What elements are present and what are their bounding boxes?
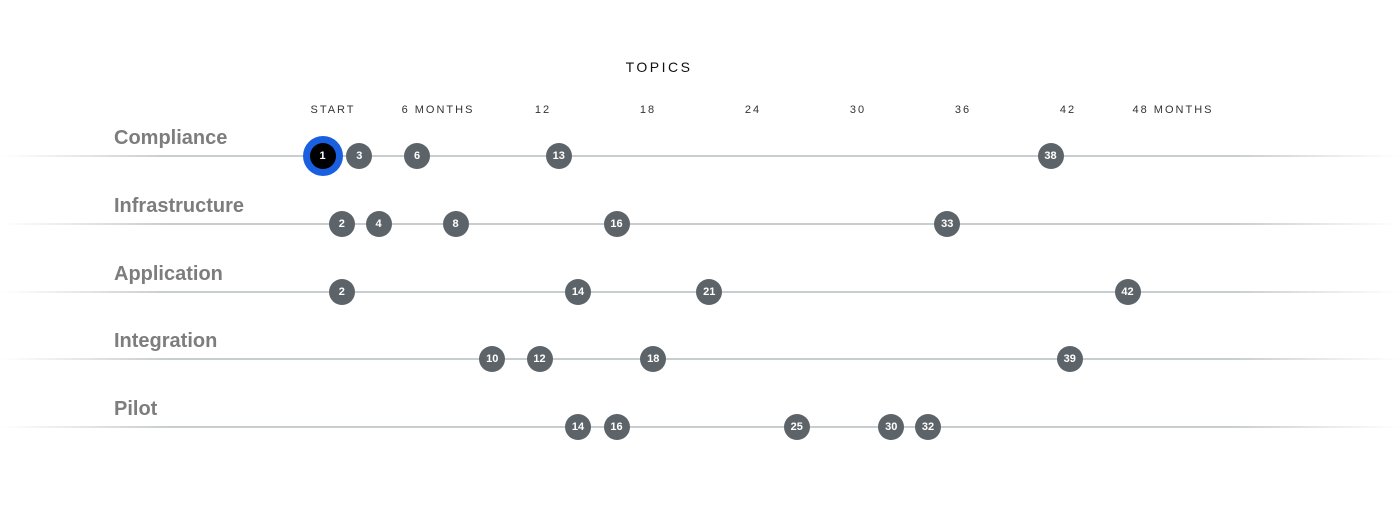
topic-marker[interactable]: 32 <box>915 414 941 441</box>
row-label: Infrastructure <box>114 194 245 217</box>
topic-marker[interactable]: 3 <box>346 143 373 169</box>
topic-marker[interactable]: 42 <box>1114 278 1141 305</box>
x-tick-label: 18 <box>639 104 657 116</box>
x-tick-label: 12 <box>534 104 552 116</box>
topic-marker[interactable]: 16 <box>603 414 630 441</box>
x-tick-label: START <box>310 104 356 116</box>
topic-marker[interactable]: 16 <box>603 210 630 237</box>
topic-marker[interactable]: 6 <box>404 143 430 169</box>
row-track-line <box>0 155 1400 157</box>
x-tick-label: 24 <box>744 104 762 116</box>
chart-title: TOPICS <box>625 59 693 75</box>
topic-marker[interactable]: 18 <box>640 346 667 373</box>
topic-marker-selected[interactable]: 1 <box>309 143 336 169</box>
row-label: Pilot <box>114 398 158 421</box>
topic-marker[interactable]: 14 <box>565 278 591 305</box>
topic-marker[interactable]: 4 <box>365 210 392 237</box>
x-tick-label: 48 MONTHS <box>1132 104 1214 116</box>
row-label: Compliance <box>114 127 228 149</box>
x-tick-label: 42 <box>1059 104 1077 116</box>
row-label: Application <box>114 262 223 285</box>
topic-marker[interactable]: 2 <box>328 278 355 305</box>
topic-marker[interactable]: 10 <box>479 346 506 373</box>
row-track-line <box>0 358 1400 361</box>
topic-marker[interactable]: 21 <box>696 278 723 305</box>
topic-marker[interactable]: 38 <box>1037 143 1064 169</box>
row-label: Integration <box>114 330 218 353</box>
topic-marker[interactable]: 14 <box>565 414 591 441</box>
x-tick-label: 30 <box>849 104 867 116</box>
topic-marker[interactable]: 33 <box>934 210 961 237</box>
topic-marker[interactable]: 39 <box>1056 346 1083 373</box>
topic-marker[interactable]: 8 <box>442 210 469 237</box>
topic-marker[interactable]: 12 <box>526 346 553 373</box>
topic-marker[interactable]: 13 <box>545 143 572 169</box>
row-track-line <box>0 222 1400 225</box>
row-track-line <box>0 426 1400 429</box>
topic-marker[interactable]: 30 <box>878 414 905 441</box>
x-tick-label: 36 <box>954 104 972 116</box>
x-tick-label: 6 MONTHS <box>401 104 475 116</box>
topic-marker[interactable]: 25 <box>783 414 810 441</box>
topic-marker[interactable]: 2 <box>328 210 355 237</box>
